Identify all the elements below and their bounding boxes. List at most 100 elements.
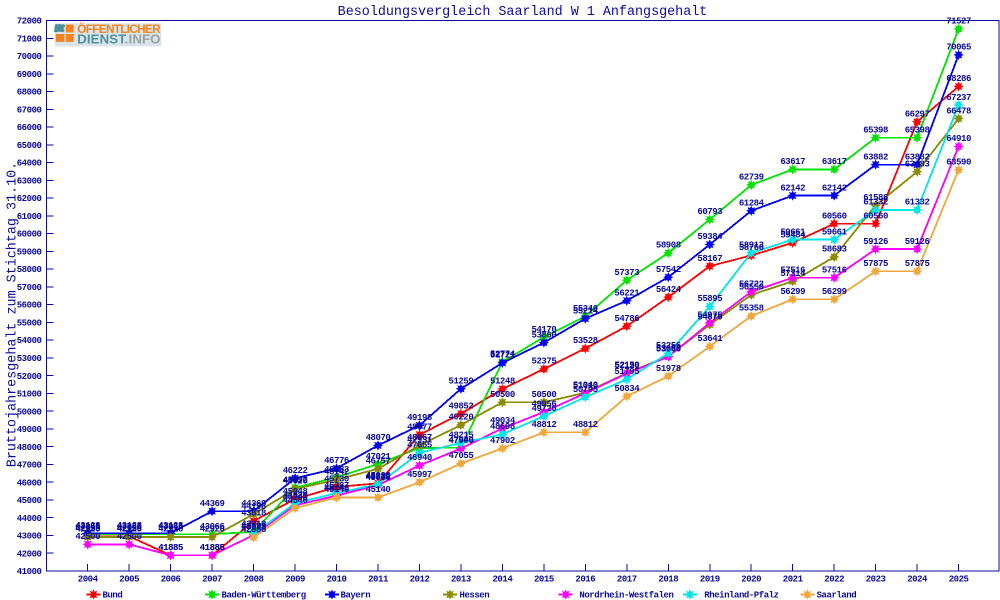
svg-text:2006: 2006 [161, 575, 181, 585]
svg-text:43000: 43000 [17, 532, 42, 542]
svg-text:53528: 53528 [573, 336, 598, 346]
svg-text:50834: 50834 [614, 384, 640, 394]
svg-text:57314: 57314 [780, 269, 806, 279]
svg-text:64910: 64910 [946, 134, 971, 144]
svg-text:Hessen: Hessen [460, 591, 490, 600]
svg-text:50500: 50500 [532, 390, 557, 400]
svg-text:55895: 55895 [697, 294, 722, 304]
svg-text:45048: 45048 [283, 487, 308, 497]
svg-text:61332: 61332 [863, 198, 888, 208]
svg-text:59661: 59661 [822, 227, 848, 237]
svg-text:46757: 46757 [366, 457, 391, 467]
svg-text:49198: 49198 [407, 413, 432, 423]
svg-text:45692: 45692 [283, 475, 308, 485]
svg-text:42920: 42920 [200, 525, 225, 535]
svg-text:56299: 56299 [822, 287, 847, 297]
svg-text:42886: 42886 [241, 525, 266, 535]
svg-text:43066: 43066 [117, 522, 142, 532]
svg-text:54786: 54786 [614, 314, 639, 324]
svg-text:51040: 51040 [573, 380, 598, 390]
svg-text:54000: 54000 [17, 336, 42, 346]
svg-text:43818: 43818 [241, 509, 266, 519]
svg-text:67237: 67237 [946, 93, 971, 103]
svg-text:48698: 48698 [490, 422, 515, 432]
svg-text:59126: 59126 [905, 237, 930, 247]
svg-text:2010: 2010 [327, 575, 347, 585]
svg-text:57542: 57542 [656, 265, 681, 275]
svg-text:44369: 44369 [241, 499, 266, 509]
svg-text:57373: 57373 [614, 268, 639, 278]
svg-text:64000: 64000 [17, 159, 42, 169]
svg-text:63000: 63000 [17, 176, 42, 186]
svg-text:59000: 59000 [17, 248, 42, 258]
svg-text:53000: 53000 [17, 354, 42, 364]
svg-text:42000: 42000 [17, 549, 42, 559]
svg-text:43066: 43066 [200, 522, 225, 532]
svg-text:49034: 49034 [490, 416, 516, 426]
svg-text:47655: 47655 [407, 441, 432, 451]
svg-text:51795: 51795 [614, 367, 639, 377]
svg-text:42500: 42500 [75, 532, 100, 542]
svg-text:48812: 48812 [573, 420, 598, 430]
svg-text:60000: 60000 [17, 230, 42, 240]
svg-text:42920: 42920 [75, 525, 100, 535]
svg-text:43213: 43213 [241, 519, 266, 529]
svg-text:46000: 46000 [17, 478, 42, 488]
svg-text:72000: 72000 [17, 17, 42, 27]
svg-text:Bayern: Bayern [341, 591, 371, 600]
svg-text:59484: 59484 [780, 231, 806, 241]
svg-text:58683: 58683 [822, 245, 847, 255]
svg-text:56221: 56221 [614, 288, 640, 298]
svg-text:45246: 45246 [324, 483, 349, 493]
svg-text:54975: 54975 [697, 311, 722, 321]
svg-text:41885: 41885 [158, 543, 183, 553]
svg-text:63882: 63882 [863, 152, 888, 162]
svg-text:ÖFFENTLICHER: ÖFFENTLICHER [77, 22, 161, 36]
svg-text:57875: 57875 [863, 259, 888, 269]
svg-text:47900: 47900 [449, 436, 474, 446]
svg-text:44700: 44700 [283, 493, 308, 503]
svg-text:2020: 2020 [741, 575, 761, 585]
svg-text:2019: 2019 [700, 575, 720, 585]
svg-text:47021: 47021 [366, 452, 392, 462]
svg-text:2008: 2008 [244, 575, 264, 585]
svg-text:67000: 67000 [17, 105, 42, 115]
svg-text:45140: 45140 [366, 485, 391, 495]
svg-text:52721: 52721 [490, 351, 516, 361]
svg-text:48812: 48812 [532, 420, 557, 430]
svg-text:47000: 47000 [17, 461, 42, 471]
svg-text:62000: 62000 [17, 194, 42, 204]
svg-text:49220: 49220 [449, 413, 474, 423]
svg-text:2025: 2025 [949, 575, 969, 585]
svg-text:45730: 45730 [324, 475, 349, 485]
svg-text:59126: 59126 [863, 237, 888, 247]
svg-text:47055: 47055 [449, 451, 474, 461]
svg-text:41885: 41885 [200, 543, 225, 553]
svg-text:49852: 49852 [449, 402, 474, 412]
svg-text:48677: 48677 [407, 422, 432, 432]
svg-text:54870: 54870 [697, 312, 722, 322]
svg-text:57875: 57875 [905, 259, 930, 269]
svg-text:42920: 42920 [117, 525, 142, 535]
svg-text:48215: 48215 [449, 431, 474, 441]
svg-text:48070: 48070 [366, 433, 391, 443]
svg-text:2018: 2018 [658, 575, 678, 585]
svg-text:58000: 58000 [17, 265, 42, 275]
svg-text:50000: 50000 [17, 407, 42, 417]
svg-text:51000: 51000 [17, 390, 42, 400]
svg-text:2004: 2004 [78, 575, 99, 585]
svg-text:Nordrhein-Westfalen: Nordrhein-Westfalen [579, 591, 673, 600]
svg-text:66000: 66000 [17, 123, 42, 133]
svg-text:56424: 56424 [656, 285, 682, 295]
svg-text:45889: 45889 [366, 472, 391, 482]
svg-text:52774: 52774 [490, 350, 516, 360]
svg-text:43095: 43095 [241, 522, 266, 532]
svg-text:63882: 63882 [905, 152, 930, 162]
svg-text:42920: 42920 [158, 525, 183, 535]
svg-text:71527: 71527 [946, 17, 971, 27]
svg-text:41885: 41885 [200, 543, 225, 553]
svg-text:44369: 44369 [200, 499, 225, 509]
svg-text:55000: 55000 [17, 319, 42, 329]
svg-text:53641: 53641 [697, 334, 723, 344]
svg-text:45938: 45938 [366, 471, 391, 481]
